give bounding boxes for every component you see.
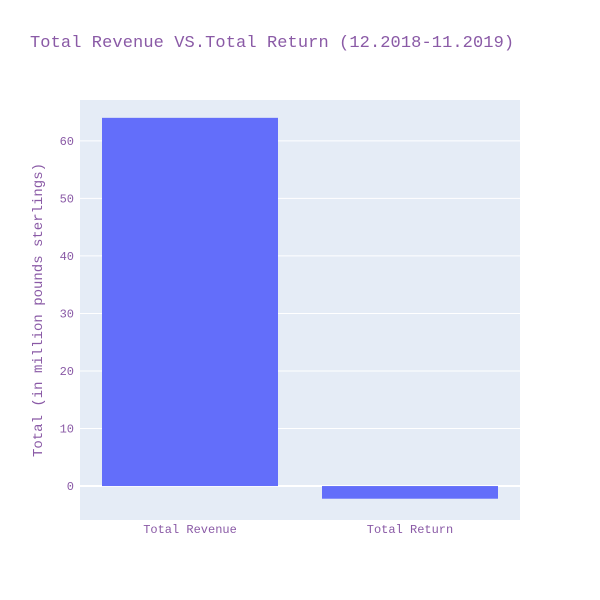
y-axis-ticks: 0 10 20 30 40 50 60: [60, 135, 74, 494]
x-tick-label: Total Revenue: [143, 523, 237, 537]
y-tick-label: 40: [60, 250, 74, 264]
y-tick-label: 10: [60, 423, 74, 437]
y-tick-label: 60: [60, 135, 74, 149]
x-axis-ticks: Total Revenue Total Return: [143, 523, 453, 537]
y-tick-label: 0: [67, 480, 74, 494]
y-tick-label: 30: [60, 307, 74, 321]
chart-title: Total Revenue VS.Total Return (12.2018-1…: [30, 34, 515, 53]
bars: [102, 117, 498, 499]
y-tick-label: 50: [60, 192, 74, 206]
bar[interactable]: [102, 117, 278, 487]
x-tick-label: Total Return: [367, 523, 453, 537]
y-tick-label: 20: [60, 365, 74, 379]
y-axis-title: Total (in million pounds sterlings): [31, 163, 47, 457]
bar[interactable]: [322, 486, 498, 499]
